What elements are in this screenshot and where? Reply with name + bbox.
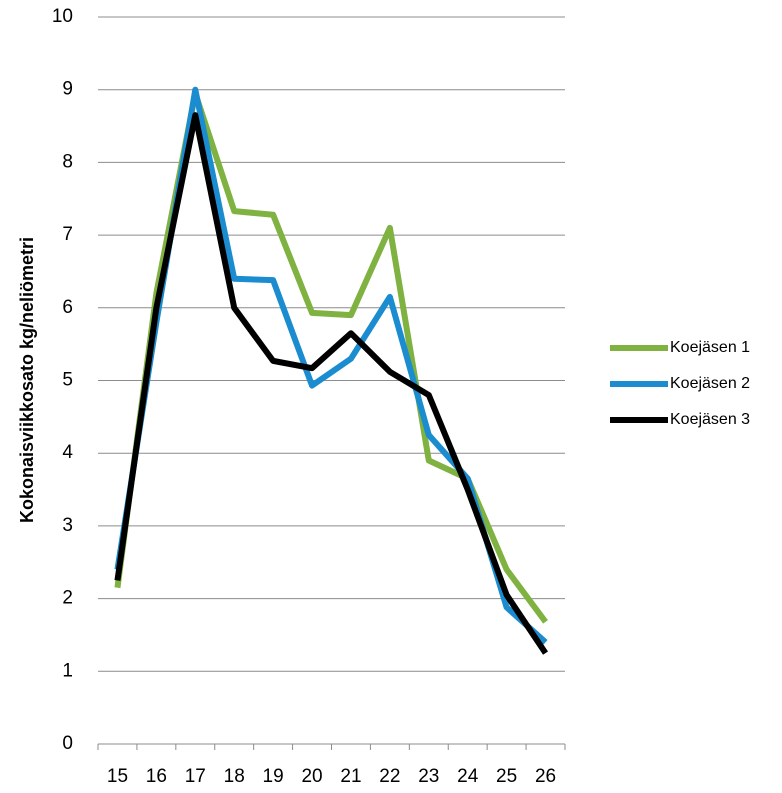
- x-tick-label: 21: [340, 766, 361, 787]
- x-tick-label: 17: [185, 766, 206, 787]
- legend-label: Koejäsen 2: [670, 375, 750, 392]
- legend-label: Koejäsen 3: [670, 411, 750, 428]
- x-tick-label: 25: [496, 766, 517, 787]
- x-tick-label: 18: [224, 766, 245, 787]
- y-tick-label: 0: [62, 733, 73, 754]
- y-tick-label: 5: [62, 370, 73, 391]
- y-tick-label: 6: [62, 297, 73, 318]
- y-axis-label: Kokonaisviikkosato kg/neliömetri: [17, 237, 37, 523]
- x-tick-label: 20: [301, 766, 322, 787]
- x-tick-label: 15: [107, 766, 128, 787]
- x-tick-label: 23: [418, 766, 439, 787]
- legend-label: Koejäsen 1: [670, 339, 750, 356]
- x-tick-label: 16: [146, 766, 167, 787]
- y-tick-label: 4: [62, 442, 73, 463]
- y-tick-label: 8: [62, 151, 73, 172]
- x-tick-label: 19: [263, 766, 284, 787]
- y-tick-label: 7: [62, 224, 73, 245]
- y-tick-label: 9: [62, 79, 73, 100]
- y-tick-label: 1: [62, 660, 73, 681]
- x-tick-label: 22: [379, 766, 400, 787]
- y-tick-label: 10: [52, 6, 73, 27]
- y-tick-label: 3: [62, 515, 73, 536]
- y-tick-label: 2: [62, 588, 73, 609]
- line-series: [114, 112, 549, 655]
- x-tick-label: 24: [457, 766, 479, 787]
- x-tick-label: 26: [535, 766, 556, 787]
